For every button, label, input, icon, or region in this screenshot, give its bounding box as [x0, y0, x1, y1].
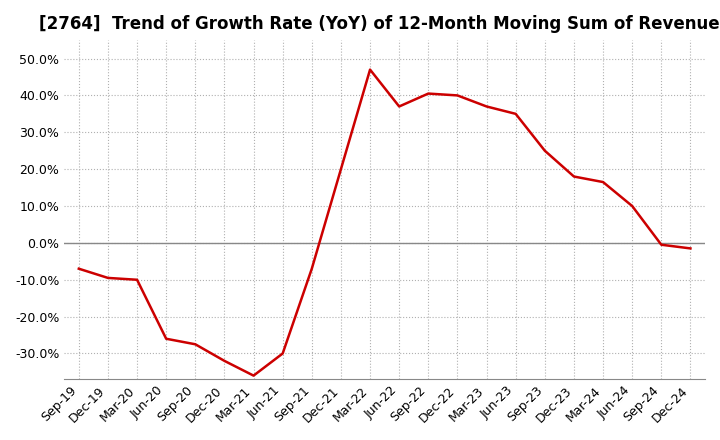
Title: [2764]  Trend of Growth Rate (YoY) of 12-Month Moving Sum of Revenues: [2764] Trend of Growth Rate (YoY) of 12-… — [40, 15, 720, 33]
